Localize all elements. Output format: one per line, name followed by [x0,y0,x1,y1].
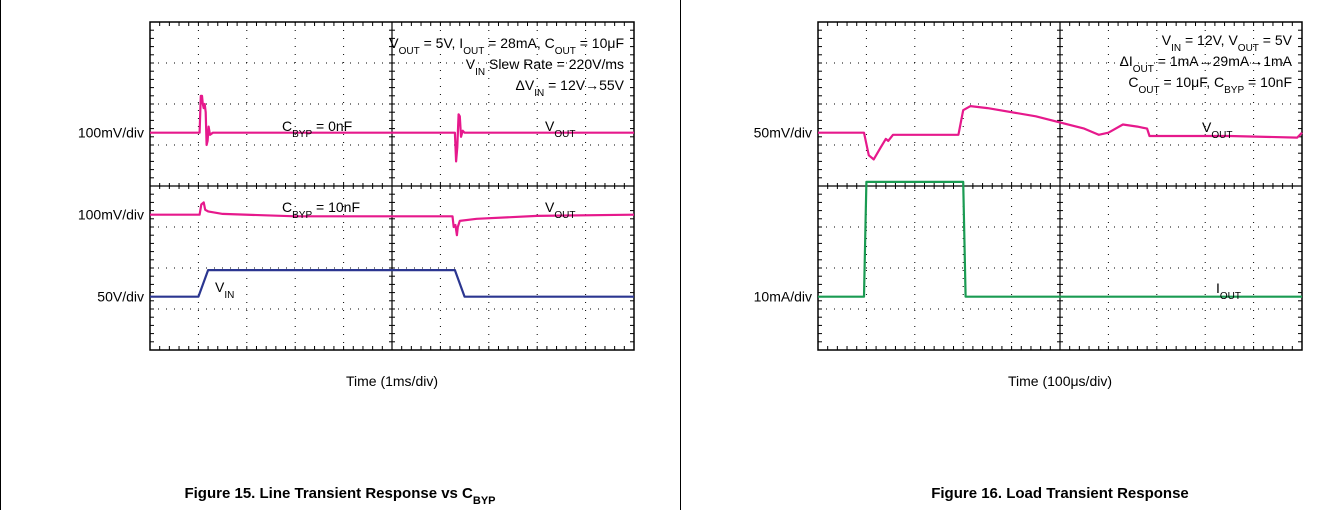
series-name-label-part: V [545,118,555,134]
series-condition-label-part: = 0nF [312,118,352,134]
figure-caption-sub: BYP [473,495,496,507]
condition-annotation-part: OUT [555,46,576,57]
series-condition-label-part: = 10nF [312,199,360,215]
series-condition-label: CBYP = 10nF [282,199,360,221]
condition-annotation-part: = 5V [1259,32,1293,48]
condition-annotation-part: IN [534,88,544,99]
condition-annotation-part: = 28mA, C [484,35,554,51]
series-condition-label-part: C [282,199,292,215]
condition-annotation-part: F [615,35,624,51]
condition-annotation-part: IN [475,67,485,78]
series-name-label-part: V [545,199,555,215]
condition-annotation-part: = 5V, I [420,35,463,51]
condition-annotation-part: = 10nF [1244,74,1292,90]
series-name-label-part: V [1202,119,1212,135]
condition-annotation-part: IN [1171,43,1181,54]
series-condition-label-part: BYP [292,129,312,140]
condition-annotation-part: C [1128,74,1138,90]
condition-annotation-part: = 10 [576,35,608,51]
figure-caption-main: Figure 16. Load Transient Response [931,485,1189,502]
condition-annotation: ΔVIN = 12V→55V [516,77,625,99]
series-name-label-part: OUT [554,210,575,221]
condition-annotation-part: OUT [1139,85,1160,96]
x-axis-label: Time (1ms/div) [346,373,438,389]
condition-annotation-part: = 12V, V [1181,32,1238,48]
condition-annotation-part: Slew Rate = 220V/ms [485,56,624,72]
scale-label: 100mV/div [78,207,144,223]
condition-annotation-part: μ [607,35,615,51]
series-trace-0 [150,94,634,163]
condition-annotation: COUT = 10μF, CBYP = 10nF [1128,74,1292,96]
condition-annotation-part: V [389,35,399,51]
condition-annotation-part: μ [1191,74,1199,90]
grid [150,22,634,350]
condition-annotation-part: ΔI [1120,53,1133,69]
figure-caption: Figure 16. Load Transient Response [931,485,1189,502]
series-trace-1 [818,180,1302,298]
condition-annotation: VOUT = 5V, IOUT = 28mA, COUT = 10μF [389,35,624,57]
figure-15-panel: 100mV/div VOUT CBYP = 0nF 100mV/div VOUT CBYP… [78,21,635,507]
scale-label: 50mV/div [754,125,812,141]
condition-annotation-part: ΔV [516,77,535,93]
condition-annotation-part: OUT [399,46,420,57]
series-name-label: VOUT [545,118,575,140]
series-trace-1 [150,201,635,237]
condition-annotation-part: V [466,56,476,72]
condition-annotation-part: = 1mA→29mA→1mA [1154,53,1293,69]
condition-annotation-part: F, C [1199,74,1224,90]
condition-annotation-part: OUT [1238,43,1259,54]
series-name-label-part: OUT [1220,291,1241,302]
series-condition-label-part: BYP [292,210,312,221]
series-condition-label-part: C [282,118,292,134]
condition-annotation: VIN Slew Rate = 220V/ms [466,56,624,78]
series-name-label-part: IN [224,290,234,301]
condition-annotation-part: V [1162,32,1172,48]
scale-label: 100mV/div [78,125,144,141]
condition-annotation-part: OUT [1133,64,1154,75]
grid [818,22,1302,350]
figure-caption-main: Figure 15. Line Transient Response vs C [184,485,473,502]
condition-annotation-part: = 12V→55V [544,77,624,93]
series-name-label-part: V [215,279,225,295]
condition-annotation: VIN = 12V, VOUT = 5V [1162,32,1293,54]
x-axis-label: Time (100μs/div) [1008,373,1112,389]
condition-annotation-part: OUT [463,46,484,57]
series-condition-label: CBYP = 0nF [282,118,352,140]
series-name-label-part: OUT [554,129,575,140]
left-border-line [0,0,1,510]
condition-annotation: ΔIOUT = 1mA→29mA→1mA [1120,53,1293,75]
series-name-label: VIN [215,279,234,301]
scale-label: 50V/div [97,289,144,305]
figure-caption: Figure 15. Line Transient Response vs CB… [184,485,495,507]
scale-label: 10mA/div [754,289,812,305]
condition-annotation-part: BYP [1224,85,1244,96]
series-name-label: VOUT [545,199,575,221]
series-name-label: IOUT [1216,280,1241,302]
condition-annotation-part: = 10 [1160,74,1192,90]
panel-divider-line [680,0,681,510]
series-trace-2 [150,269,634,298]
series-name-label-part: I [1216,280,1220,296]
series-trace-0 [818,104,1303,161]
axis-minor-ticks [817,21,1303,351]
series-name-label: VOUT [1202,119,1232,141]
axis-minor-ticks [149,21,635,351]
series-name-label-part: OUT [1211,130,1232,141]
figure-16-panel: 50mV/div VOUT 10mA/div IOUT VIN = 12V, VOUT … [680,0,1342,510]
